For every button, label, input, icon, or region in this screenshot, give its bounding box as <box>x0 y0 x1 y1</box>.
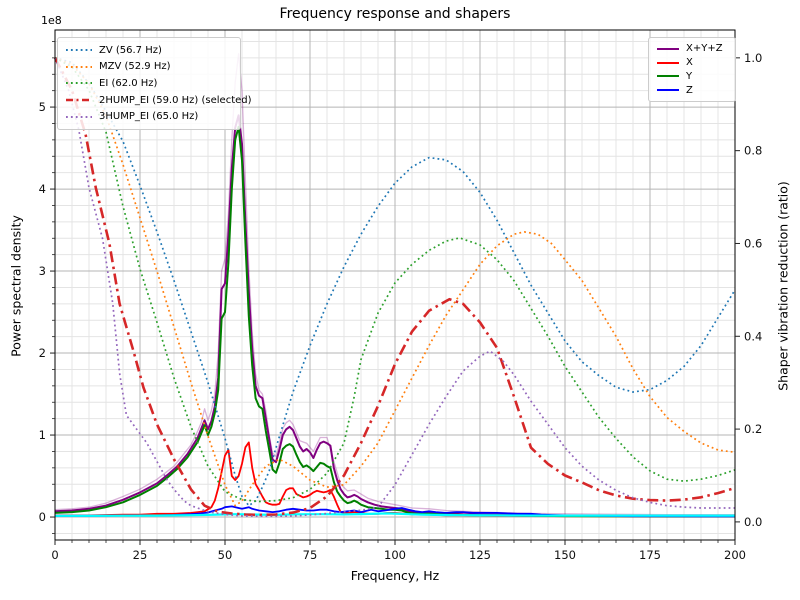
legend-label: 2HUMP_EI (59.0 Hz) (selected) <box>99 94 252 106</box>
legend-label: X <box>686 57 693 69</box>
legend-label: X+Y+Z <box>686 43 723 55</box>
legend-label: Z <box>686 84 693 96</box>
legend-entry: 2HUMP_EI (59.0 Hz) (selected) <box>65 95 252 106</box>
legend-entry: X+Y+Z <box>656 43 728 54</box>
series-3hump_ei <box>54 57 735 518</box>
legend-label: ZV (56.7 Hz) <box>99 44 162 56</box>
x-tick-label: 75 <box>303 548 318 562</box>
y-right-tick-label: 0.0 <box>744 515 762 529</box>
legend-line-sample <box>656 73 680 79</box>
y-left-tick-label: 4 <box>39 182 46 196</box>
legend-entry: EI (62.0 Hz) <box>65 78 233 89</box>
y-left-tick-label: 3 <box>39 264 46 278</box>
legend-label: EI (62.0 Hz) <box>99 77 158 89</box>
y-right-tick-label: 0.6 <box>744 236 762 250</box>
legend-line-sample <box>65 47 93 53</box>
axis-tick-labels: 0 25 50 75 100 125 150 175 200 0 1 2 3 4 5 0.0 0.2 0.4 0.6… <box>39 51 763 562</box>
legend-entry: X <box>656 57 728 68</box>
x-tick-label: 25 <box>133 548 148 562</box>
legend-shapers: ZV (56.7 Hz) MZV (52.9 Hz) EI (62.0 Hz) … <box>57 37 252 130</box>
legend-entry: Z <box>656 85 728 96</box>
legend-entry: Y <box>656 71 728 82</box>
y-left-offset-text: 1e8 <box>41 14 62 27</box>
y-right-tick-label: 1.0 <box>744 51 762 65</box>
chart-title: Frequency response and shapers <box>279 6 511 22</box>
legend-line-sample <box>656 60 680 66</box>
legend-line-sample <box>65 97 93 103</box>
x-tick-label: 50 <box>218 548 233 562</box>
legend-entry: ZV (56.7 Hz) <box>65 45 233 56</box>
series-zv <box>54 56 736 507</box>
series-mzv <box>54 57 736 507</box>
x-tick-label: 100 <box>384 548 406 562</box>
x-tick-label: 125 <box>469 548 491 562</box>
legend-line-sample <box>65 64 93 70</box>
x-tick-label: 150 <box>554 548 576 562</box>
series-2hump_ei <box>53 57 736 517</box>
y-left-tick-label: 2 <box>39 346 46 360</box>
axis-ticks <box>50 41 740 545</box>
y-right-tick-label: 0.4 <box>744 329 762 343</box>
legend-entry: MZV (52.9 Hz) <box>65 61 233 72</box>
legend-line-sample <box>65 114 93 120</box>
legend-line-sample <box>656 46 680 52</box>
x-tick-label: 175 <box>639 548 661 562</box>
series-cyan <box>55 512 735 517</box>
y-left-tick-label: 1 <box>39 428 46 442</box>
legend-psd: X+Y+Z X Y Z <box>648 37 736 102</box>
y-right-axis-label: Shaper vibration reduction (ratio) <box>775 181 791 391</box>
legend-label: 3HUMP_EI (65.0 Hz) <box>99 111 199 123</box>
x-axis-label: Frequency, Hz <box>350 568 440 583</box>
series-z <box>55 505 735 518</box>
legend-entry: 3HUMP_EI (65.0 Hz) <box>65 111 233 122</box>
y-left-axis-label: Power spectral density <box>8 215 24 357</box>
series <box>53 53 736 518</box>
series-ei <box>54 57 736 503</box>
y-left-tick-label: 0 <box>39 510 46 524</box>
legend-line-sample <box>656 87 680 93</box>
legend-line-sample <box>65 80 93 86</box>
y-right-tick-label: 0.2 <box>744 422 762 436</box>
legend-label: MZV (52.9 Hz) <box>99 61 171 73</box>
x-tick-label: 200 <box>724 548 746 562</box>
legend-label: Y <box>686 70 693 82</box>
x-tick-label: 0 <box>51 548 58 562</box>
y-right-tick-label: 0.8 <box>744 144 762 158</box>
y-left-tick-label: 5 <box>39 100 46 114</box>
